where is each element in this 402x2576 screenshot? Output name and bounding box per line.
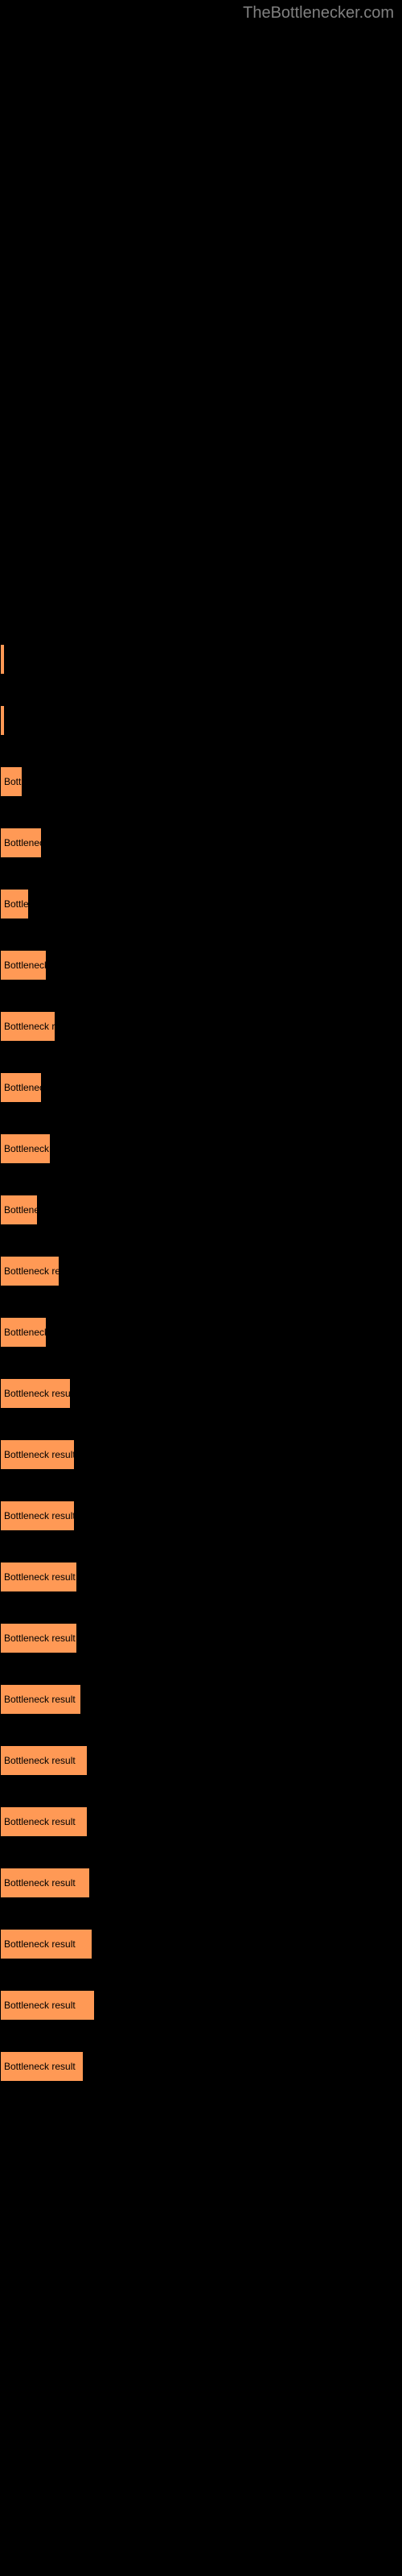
bar: [0, 644, 5, 675]
bar-row: Bottleneck result: [0, 1623, 402, 1653]
bar-row: Bottleneck res: [0, 1011, 402, 1042]
watermark-text: TheBottlenecker.com: [243, 4, 394, 23]
bar: Bottlenec: [0, 1195, 38, 1225]
bar-chart: Bottle Bottleneck Bottlen Bottleneck r Bottl…: [0, 644, 402, 2082]
bar: [0, 705, 5, 736]
bar: Bottleneck result: [0, 2051, 84, 2082]
bar: Bottleneck result: [0, 1562, 77, 1592]
bar-row: Bottlenec: [0, 1195, 402, 1225]
bar: Bottleneck re: [0, 1133, 51, 1164]
bar-row: Bottleneck result: [0, 1990, 402, 2021]
bar-row: [0, 705, 402, 736]
bar: Bottleneck result: [0, 1378, 71, 1409]
bar-row: Bottle: [0, 766, 402, 797]
bar-row: Bottleneck result: [0, 1929, 402, 1959]
bar-row: Bottleneck result: [0, 1745, 402, 1776]
bar-row: Bottleneck: [0, 1072, 402, 1103]
bar: Bottlen: [0, 889, 29, 919]
bar-row: Bottleneck result: [0, 1439, 402, 1470]
bar: Bottleneck result: [0, 1806, 88, 1837]
bar-row: Bottleneck resu: [0, 1256, 402, 1286]
bar: Bottleneck result: [0, 1868, 90, 1898]
bar-row: Bottleneck result: [0, 1501, 402, 1531]
bar: Bottleneck result: [0, 1929, 92, 1959]
bar-row: Bottleneck result: [0, 1562, 402, 1592]
bar: Bottleneck r: [0, 950, 47, 980]
bar-row: Bottleneck result: [0, 1378, 402, 1409]
bar: Bottleneck result: [0, 1623, 77, 1653]
bar-row: Bottleneck r: [0, 950, 402, 980]
bar-row: Bottlen: [0, 889, 402, 919]
bar: Bottleneck: [0, 828, 42, 858]
bar: Bottleneck result: [0, 1501, 75, 1531]
bar-row: Bottleneck result: [0, 2051, 402, 2082]
bar-row: Bottleneck result: [0, 1684, 402, 1715]
bar: Bottleneck result: [0, 1439, 75, 1470]
bar-row: [0, 644, 402, 675]
top-spacer: [0, 0, 402, 644]
bar: Bottleneck result: [0, 1990, 95, 2021]
bar-row: Bottleneck result: [0, 1868, 402, 1898]
bar-row: Bottleneck: [0, 828, 402, 858]
bar-row: Bottleneck r: [0, 1317, 402, 1348]
bar: Bottleneck resu: [0, 1256, 59, 1286]
bar-row: Bottleneck re: [0, 1133, 402, 1164]
bar: Bottleneck res: [0, 1011, 55, 1042]
bar: Bottleneck result: [0, 1684, 81, 1715]
bar: Bottleneck: [0, 1072, 42, 1103]
bar: Bottleneck result: [0, 1745, 88, 1776]
bar-row: Bottleneck result: [0, 1806, 402, 1837]
bar: Bottle: [0, 766, 23, 797]
bar: Bottleneck r: [0, 1317, 47, 1348]
